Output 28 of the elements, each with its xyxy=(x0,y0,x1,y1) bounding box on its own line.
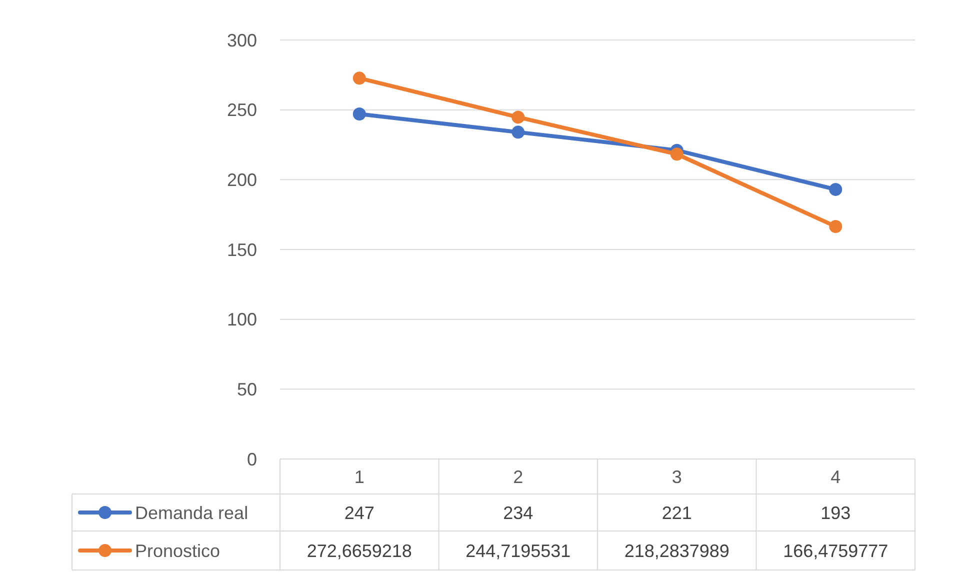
data-label: 234 xyxy=(503,502,534,523)
data-label: 193 xyxy=(820,502,851,523)
y-tick-label: 50 xyxy=(236,379,257,400)
point xyxy=(512,126,525,139)
y-tick-label: 150 xyxy=(226,240,257,260)
data-label: 272,6659218 xyxy=(306,540,412,561)
data-label: 247 xyxy=(344,502,374,523)
y-tick-label: 0 xyxy=(246,449,257,470)
y-tick-label: 250 xyxy=(226,100,257,120)
x-tick-label: 4 xyxy=(830,466,841,487)
y-tick-label: 200 xyxy=(226,170,257,190)
y-tick-label: 300 xyxy=(226,30,257,50)
data-label: 166,4759777 xyxy=(783,540,888,561)
x-tick-label: 3 xyxy=(672,466,682,487)
point xyxy=(670,148,684,161)
point xyxy=(352,72,366,85)
data-label: 244,7195531 xyxy=(466,540,571,561)
x-tick-label: 1 xyxy=(354,466,364,487)
legend-label: Demanda real xyxy=(135,502,248,523)
point xyxy=(829,220,842,233)
point xyxy=(829,182,842,196)
data-label: 218,2837989 xyxy=(624,540,730,561)
y-tick-label: 100 xyxy=(226,310,257,330)
data-label: 221 xyxy=(662,502,692,523)
legend-label: Pronostico xyxy=(135,540,220,561)
x-tick-label: 2 xyxy=(513,466,524,487)
point xyxy=(352,108,366,121)
point xyxy=(512,110,525,124)
